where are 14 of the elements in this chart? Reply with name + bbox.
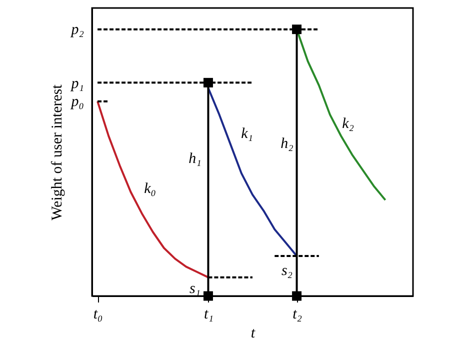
x-tick-label: t₂	[292, 306, 302, 322]
x-tick-label: t₀	[93, 306, 103, 322]
text: p₁	[70, 76, 84, 92]
y-axis-title: Weight of user interest	[50, 84, 66, 220]
text: p₂	[70, 22, 84, 38]
annotation: s₂	[281, 263, 293, 279]
annotation: k₁	[241, 126, 253, 142]
annotation: k₀	[144, 181, 156, 197]
annotation: h₂	[280, 136, 294, 152]
x-tick-label: t₁	[204, 306, 214, 322]
annotation: k₂	[342, 116, 354, 132]
annotation: h₁	[188, 151, 202, 167]
x-axis-title: t	[250, 326, 256, 342]
text: p₀	[70, 94, 84, 110]
